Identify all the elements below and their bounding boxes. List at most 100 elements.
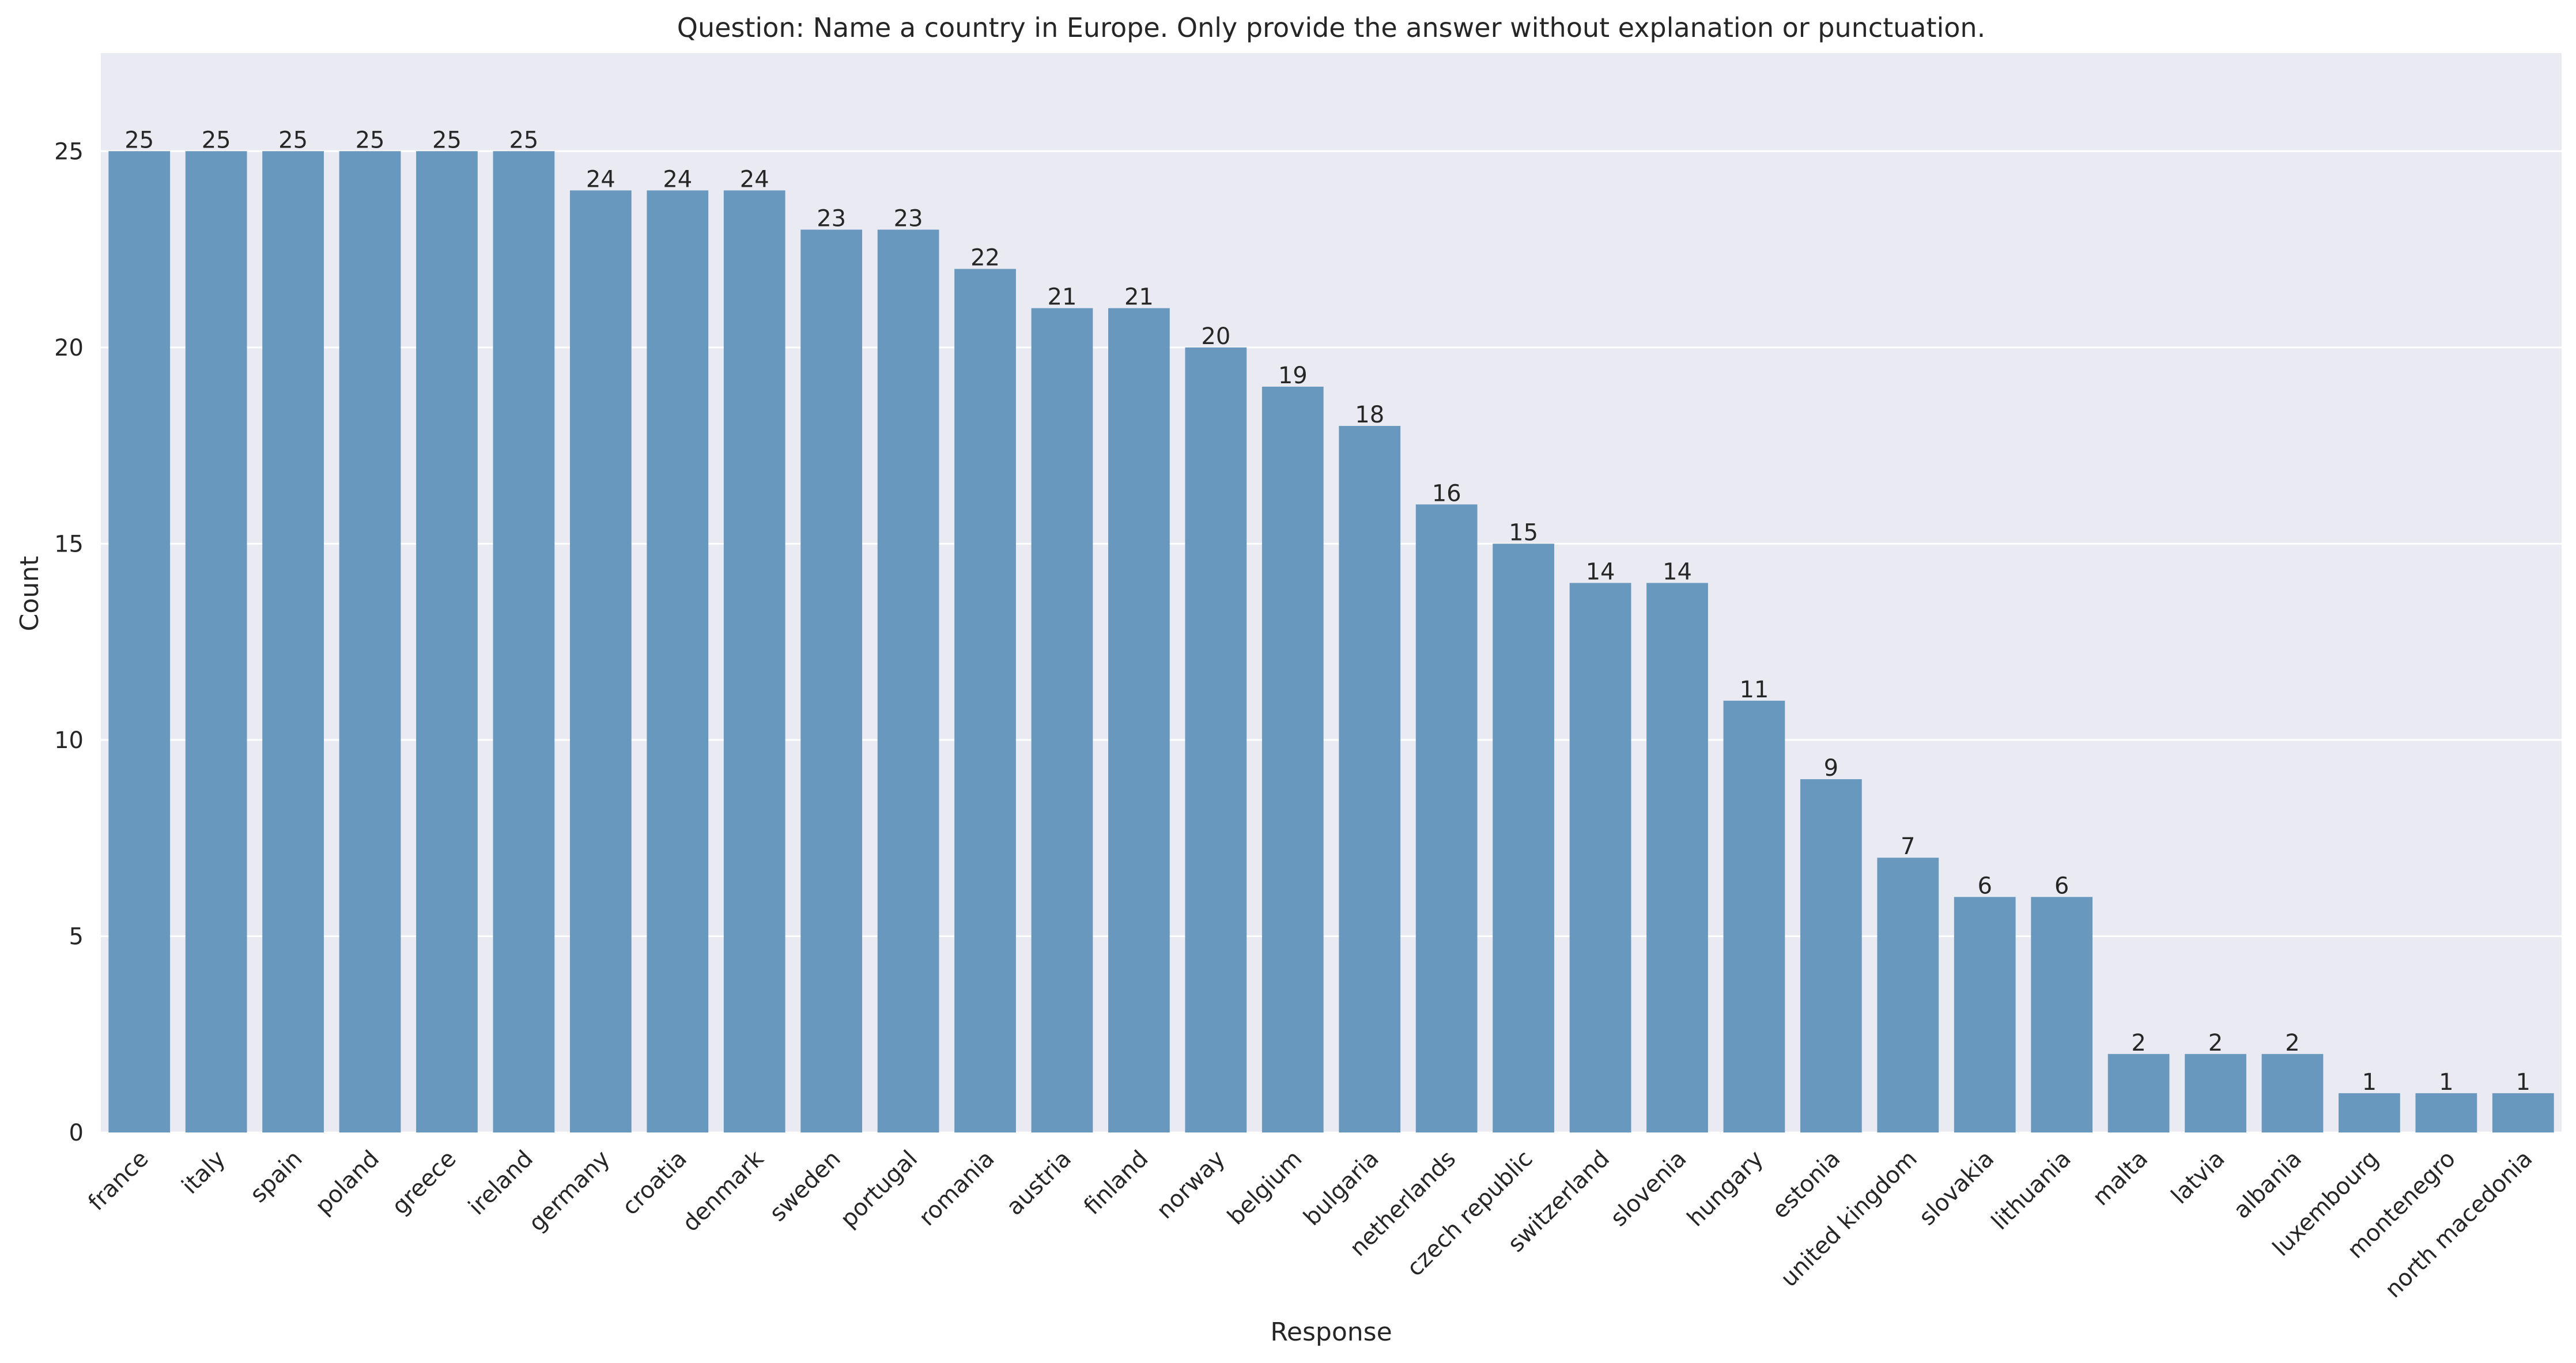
x-tick-label: malta [2087, 1146, 2153, 1211]
x-tick-label: norway [1151, 1146, 1230, 1225]
x-tick-label: italy [177, 1146, 231, 1199]
x-tick-label: denmark [678, 1145, 769, 1237]
bar-value-label: 18 [1355, 402, 1384, 428]
x-axis-ticks: france italy spain poland greece irelandgerma… [83, 1145, 2537, 1303]
x-tick-label: portugal [836, 1146, 923, 1233]
bar-value-label: 9 [1824, 755, 1838, 781]
x-tick-label: romania [914, 1146, 1000, 1232]
bar-value-label: 2 [2285, 1030, 2299, 1056]
bar-value-label: 11 [1739, 677, 1769, 703]
bar [1339, 426, 1401, 1132]
x-tick-label: hungary [1682, 1146, 1769, 1232]
bar-value-label: 1 [2362, 1069, 2377, 1096]
x-tick-label: finland [1079, 1146, 1153, 1220]
bar [1954, 897, 2016, 1132]
bar-value-label: 7 [1901, 833, 1915, 860]
bar-value-label: 23 [817, 205, 846, 232]
y-tick-label: 0 [69, 1120, 84, 1146]
bar-value-label: 6 [1977, 873, 1992, 899]
bar-value-label: 24 [663, 166, 692, 192]
bar-value-label: 14 [1586, 558, 1615, 585]
y-tick-label: 5 [69, 923, 84, 950]
bar-value-label: 22 [970, 245, 1000, 271]
bar [2031, 897, 2093, 1132]
x-axis-label: Response [1270, 1317, 1392, 1347]
bar [1031, 308, 1093, 1132]
bar-value-label: 19 [1278, 363, 1308, 389]
bar [1877, 858, 1939, 1132]
bar [723, 190, 785, 1132]
bar-value-label: 20 [1201, 323, 1230, 350]
bar-value-label: 24 [586, 166, 615, 192]
x-tick-label: spain [245, 1146, 307, 1208]
y-tick-label: 10 [54, 727, 84, 754]
bar-value-label: 25 [509, 127, 538, 153]
x-tick-label: ireland [463, 1146, 538, 1221]
y-tick-label: 20 [54, 335, 84, 361]
x-tick-label: latvia [2166, 1146, 2230, 1210]
x-tick-label: sweden [765, 1146, 846, 1227]
bar-value-label: 16 [1432, 480, 1461, 507]
bar-value-label: 25 [356, 127, 385, 153]
bar [800, 229, 863, 1132]
x-tick-label: germany [524, 1146, 615, 1237]
bar-value-label: 21 [1124, 284, 1154, 311]
bar [1415, 504, 1478, 1132]
bar [339, 151, 401, 1133]
x-tick-label: slovakia [1914, 1146, 1999, 1231]
x-tick-label: albania [2228, 1146, 2307, 1224]
x-tick-label: united kingdom [1776, 1146, 1922, 1293]
bar-value-label: 6 [2054, 873, 2069, 899]
bar [569, 190, 632, 1132]
x-tick-label: belgium [1222, 1146, 1307, 1230]
bars [108, 151, 2554, 1133]
bar-value-label: 2 [2131, 1030, 2146, 1056]
bar-value-label: 1 [2516, 1069, 2530, 1096]
bar [2339, 1093, 2400, 1132]
bar [2492, 1093, 2554, 1132]
bar-value-label: 25 [124, 127, 154, 153]
bar [1493, 543, 1554, 1132]
bar [2185, 1054, 2246, 1132]
bar [1185, 347, 1247, 1133]
x-tick-label: greece [387, 1146, 461, 1220]
bar [877, 229, 939, 1132]
bar-value-label: 25 [202, 127, 231, 153]
bar-value-label: 2 [2208, 1030, 2223, 1056]
bar [1723, 700, 1785, 1132]
y-axis-ticks: 0 5 10 15 20 25 [54, 138, 84, 1146]
bar-value-label: 23 [894, 205, 923, 232]
bar [954, 269, 1016, 1133]
x-tick-label: estonia [1767, 1146, 1845, 1224]
bar-value-label: 25 [278, 127, 308, 153]
bar-value-label: 1 [2439, 1069, 2453, 1096]
bar-value-label: 25 [432, 127, 462, 153]
y-tick-label: 25 [54, 138, 84, 165]
x-tick-label: poland [310, 1146, 384, 1220]
bar [1261, 386, 1324, 1132]
bar [2261, 1054, 2324, 1132]
bar [262, 151, 324, 1133]
x-tick-label: north macedonia [2380, 1146, 2538, 1304]
bar [1646, 583, 1708, 1132]
x-tick-label: croatia [617, 1146, 692, 1221]
bar [108, 151, 171, 1133]
chart-title: Question: Name a country in Europe. Only… [677, 12, 1985, 43]
y-tick-label: 15 [54, 531, 84, 557]
x-tick-label: lithuania [1986, 1146, 2076, 1236]
x-tick-label: france [83, 1146, 153, 1216]
bar [185, 151, 247, 1133]
bar [1569, 583, 1631, 1132]
bar-value-label: 21 [1048, 284, 1077, 311]
x-tick-label: austria [1002, 1146, 1077, 1221]
bar [2415, 1093, 2477, 1132]
bar [493, 151, 555, 1133]
bar [1800, 779, 1862, 1132]
bar-value-label: 24 [740, 166, 769, 192]
bar [647, 190, 709, 1132]
bar [416, 151, 478, 1133]
bar-value-label: 15 [1509, 519, 1538, 546]
bar [1108, 308, 1170, 1132]
